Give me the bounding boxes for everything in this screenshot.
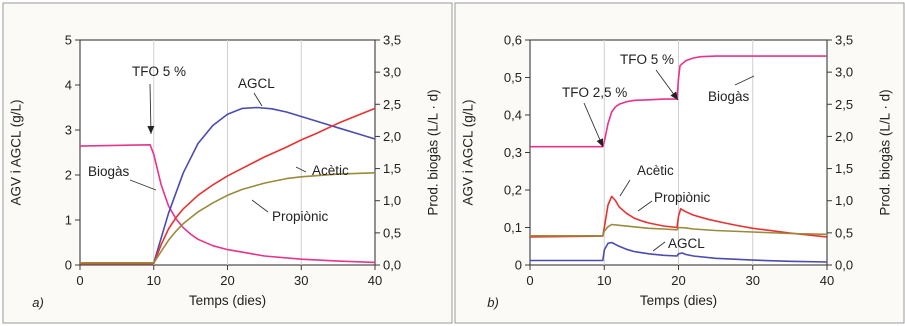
y-tick-label: 4 <box>65 78 72 93</box>
series-agcl-line <box>530 241 828 263</box>
y-tick-label: 1 <box>65 213 72 228</box>
y-tick-label: 0,1 <box>504 220 522 235</box>
annotation-label: Propiònic <box>654 190 711 205</box>
annotation-leader <box>251 199 269 213</box>
y2-tick-label: 0,0 <box>383 258 401 273</box>
chart-panel-b: 0 10 20 30 40 0 0,1 0,2 0,3 0,4 0,5 0,6 0,0 0,5 1,0 1,5… <box>454 2 905 324</box>
annotation-leader <box>149 83 152 135</box>
annotation-label: TFO 5 % <box>132 64 186 79</box>
x-tick-label: 20 <box>671 273 685 288</box>
x-axis-label: Temps (dies) <box>640 293 717 308</box>
series-agcl-line <box>80 106 376 264</box>
y2-tick-label: 3,5 <box>383 33 401 48</box>
y-axis-label: AGV i AGCL (g/L) <box>461 99 476 205</box>
annotation-leader <box>619 179 631 197</box>
y-tick-label: 3 <box>65 123 72 138</box>
x-tick-label: 40 <box>820 273 834 288</box>
annotation-label: AGCL <box>668 236 705 251</box>
y2-tick-label: 0,5 <box>383 225 401 240</box>
y2-tick-label: 2,5 <box>835 97 853 112</box>
y2-tick-label: 1,0 <box>383 193 401 208</box>
series-ac-tic-line <box>529 195 828 238</box>
panel-label: a) <box>32 295 44 310</box>
y-tick-label: 5 <box>65 33 72 48</box>
annotation-leader <box>295 166 307 173</box>
annotation-arrowhead <box>147 125 155 134</box>
annotation-label: TFO 5 % <box>620 52 674 67</box>
x-tick-label: 0 <box>76 273 83 288</box>
annotation-arrowhead <box>670 91 678 100</box>
series-biog-s-line <box>79 144 376 264</box>
y-tick-label: 2 <box>65 168 72 183</box>
y2-tick-label: 1,0 <box>835 193 853 208</box>
series-biog-s-line <box>530 55 827 148</box>
y2-tick-label: 0,0 <box>835 258 853 273</box>
x-tick-label: 30 <box>294 273 308 288</box>
x-tick-label: 40 <box>368 273 382 288</box>
y-tick-label: 0,5 <box>504 70 522 85</box>
y-tick-label: 0 <box>515 258 522 273</box>
y-tick-label: 0,4 <box>504 108 522 123</box>
annotation-leader <box>652 241 666 252</box>
series-propi-nic-line <box>530 223 828 237</box>
y2-tick-label: 1,5 <box>383 161 401 176</box>
series-ac-tic-line <box>80 107 376 265</box>
y-tick-label: 0,2 <box>504 183 522 198</box>
y2-tick-label: 0,5 <box>835 225 853 240</box>
annotation-arrowhead <box>596 138 604 147</box>
x-tick-label: 10 <box>147 273 161 288</box>
y-tick-label: 0,3 <box>504 145 522 160</box>
annotation-leader <box>734 75 755 86</box>
panel-label: b) <box>487 295 499 310</box>
annotation-label: TFO 2,5 % <box>562 85 627 100</box>
x-tick-label: 10 <box>597 273 611 288</box>
annotation-label: Acètic <box>637 163 674 178</box>
annotation-label: Acètic <box>312 163 349 178</box>
x-tick-label: 30 <box>746 273 760 288</box>
y2-axis-label: Prod. biogàs (L/L · d) <box>878 89 893 215</box>
y-tick-label: 0 <box>65 258 72 273</box>
y-tick-label: 0,6 <box>504 33 522 48</box>
y2-tick-label: 3,5 <box>835 33 853 48</box>
annotation-leader <box>637 200 653 212</box>
annotation-label: Biogàs <box>88 164 130 179</box>
annotation-label: Propiònic <box>272 209 329 224</box>
y2-axis-label: Prod. biogàs (L/L · d) <box>426 89 441 215</box>
x-axis-label: Temps (dies) <box>189 293 266 308</box>
y2-tick-label: 2,0 <box>383 129 401 144</box>
y2-tick-label: 1,5 <box>835 161 853 176</box>
chart-panel-a: 0 10 20 30 40 0 1 2 3 4 5 0,0 0,5 1,0 1,5 2,0 2,5 3,0 3,5 T… <box>2 2 453 324</box>
y-axis-label: AGV i AGCL (g/L) <box>9 99 24 205</box>
annotation-leader <box>129 179 157 191</box>
annotation-label: AGCL <box>238 76 275 91</box>
series-propi-nic-line <box>80 172 376 264</box>
annotation-leader <box>253 92 263 107</box>
y2-tick-label: 2,0 <box>835 129 853 144</box>
y2-tick-label: 3,0 <box>383 65 401 80</box>
y2-tick-label: 2,5 <box>383 97 401 112</box>
x-tick-label: 0 <box>526 273 533 288</box>
x-tick-label: 20 <box>220 273 234 288</box>
annotation-label: Biogàs <box>708 89 750 104</box>
y2-tick-label: 3,0 <box>835 65 853 80</box>
